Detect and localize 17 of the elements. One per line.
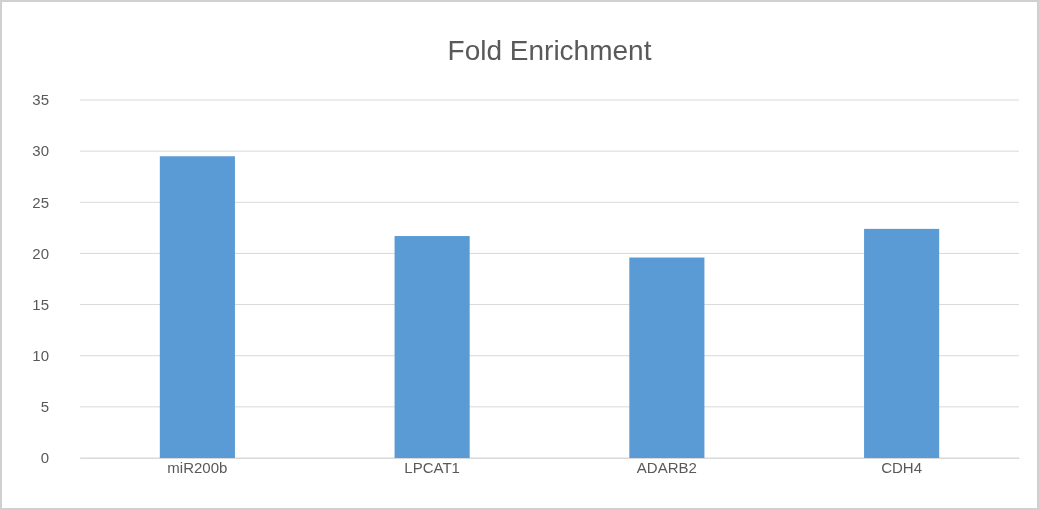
y-tick-label: 10 xyxy=(32,347,49,365)
bar xyxy=(159,156,235,458)
bar xyxy=(394,236,470,458)
y-tick-label: 15 xyxy=(32,295,49,313)
bar xyxy=(629,257,705,458)
y-tick-label: 25 xyxy=(32,193,49,211)
y-tick-label: 20 xyxy=(32,244,49,262)
y-tick-label: 35 xyxy=(32,91,49,109)
x-tick-label: miR200b xyxy=(167,459,228,476)
y-tick-label: 0 xyxy=(40,449,49,467)
y-tick-label: 30 xyxy=(32,142,49,160)
x-tick-label: CDH4 xyxy=(881,459,923,476)
x-tick-label: LPCAT1 xyxy=(404,459,460,476)
y-tick-label: 5 xyxy=(40,398,49,416)
x-tick-label: ADARB2 xyxy=(636,459,697,476)
bar xyxy=(864,228,940,458)
chart-title: Fold Enrichment xyxy=(447,35,652,66)
